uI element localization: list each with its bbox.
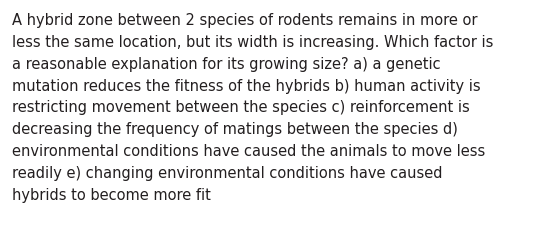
Text: A hybrid zone between 2 species of rodents remains in more or
less the same loca: A hybrid zone between 2 species of roden… bbox=[12, 13, 494, 202]
